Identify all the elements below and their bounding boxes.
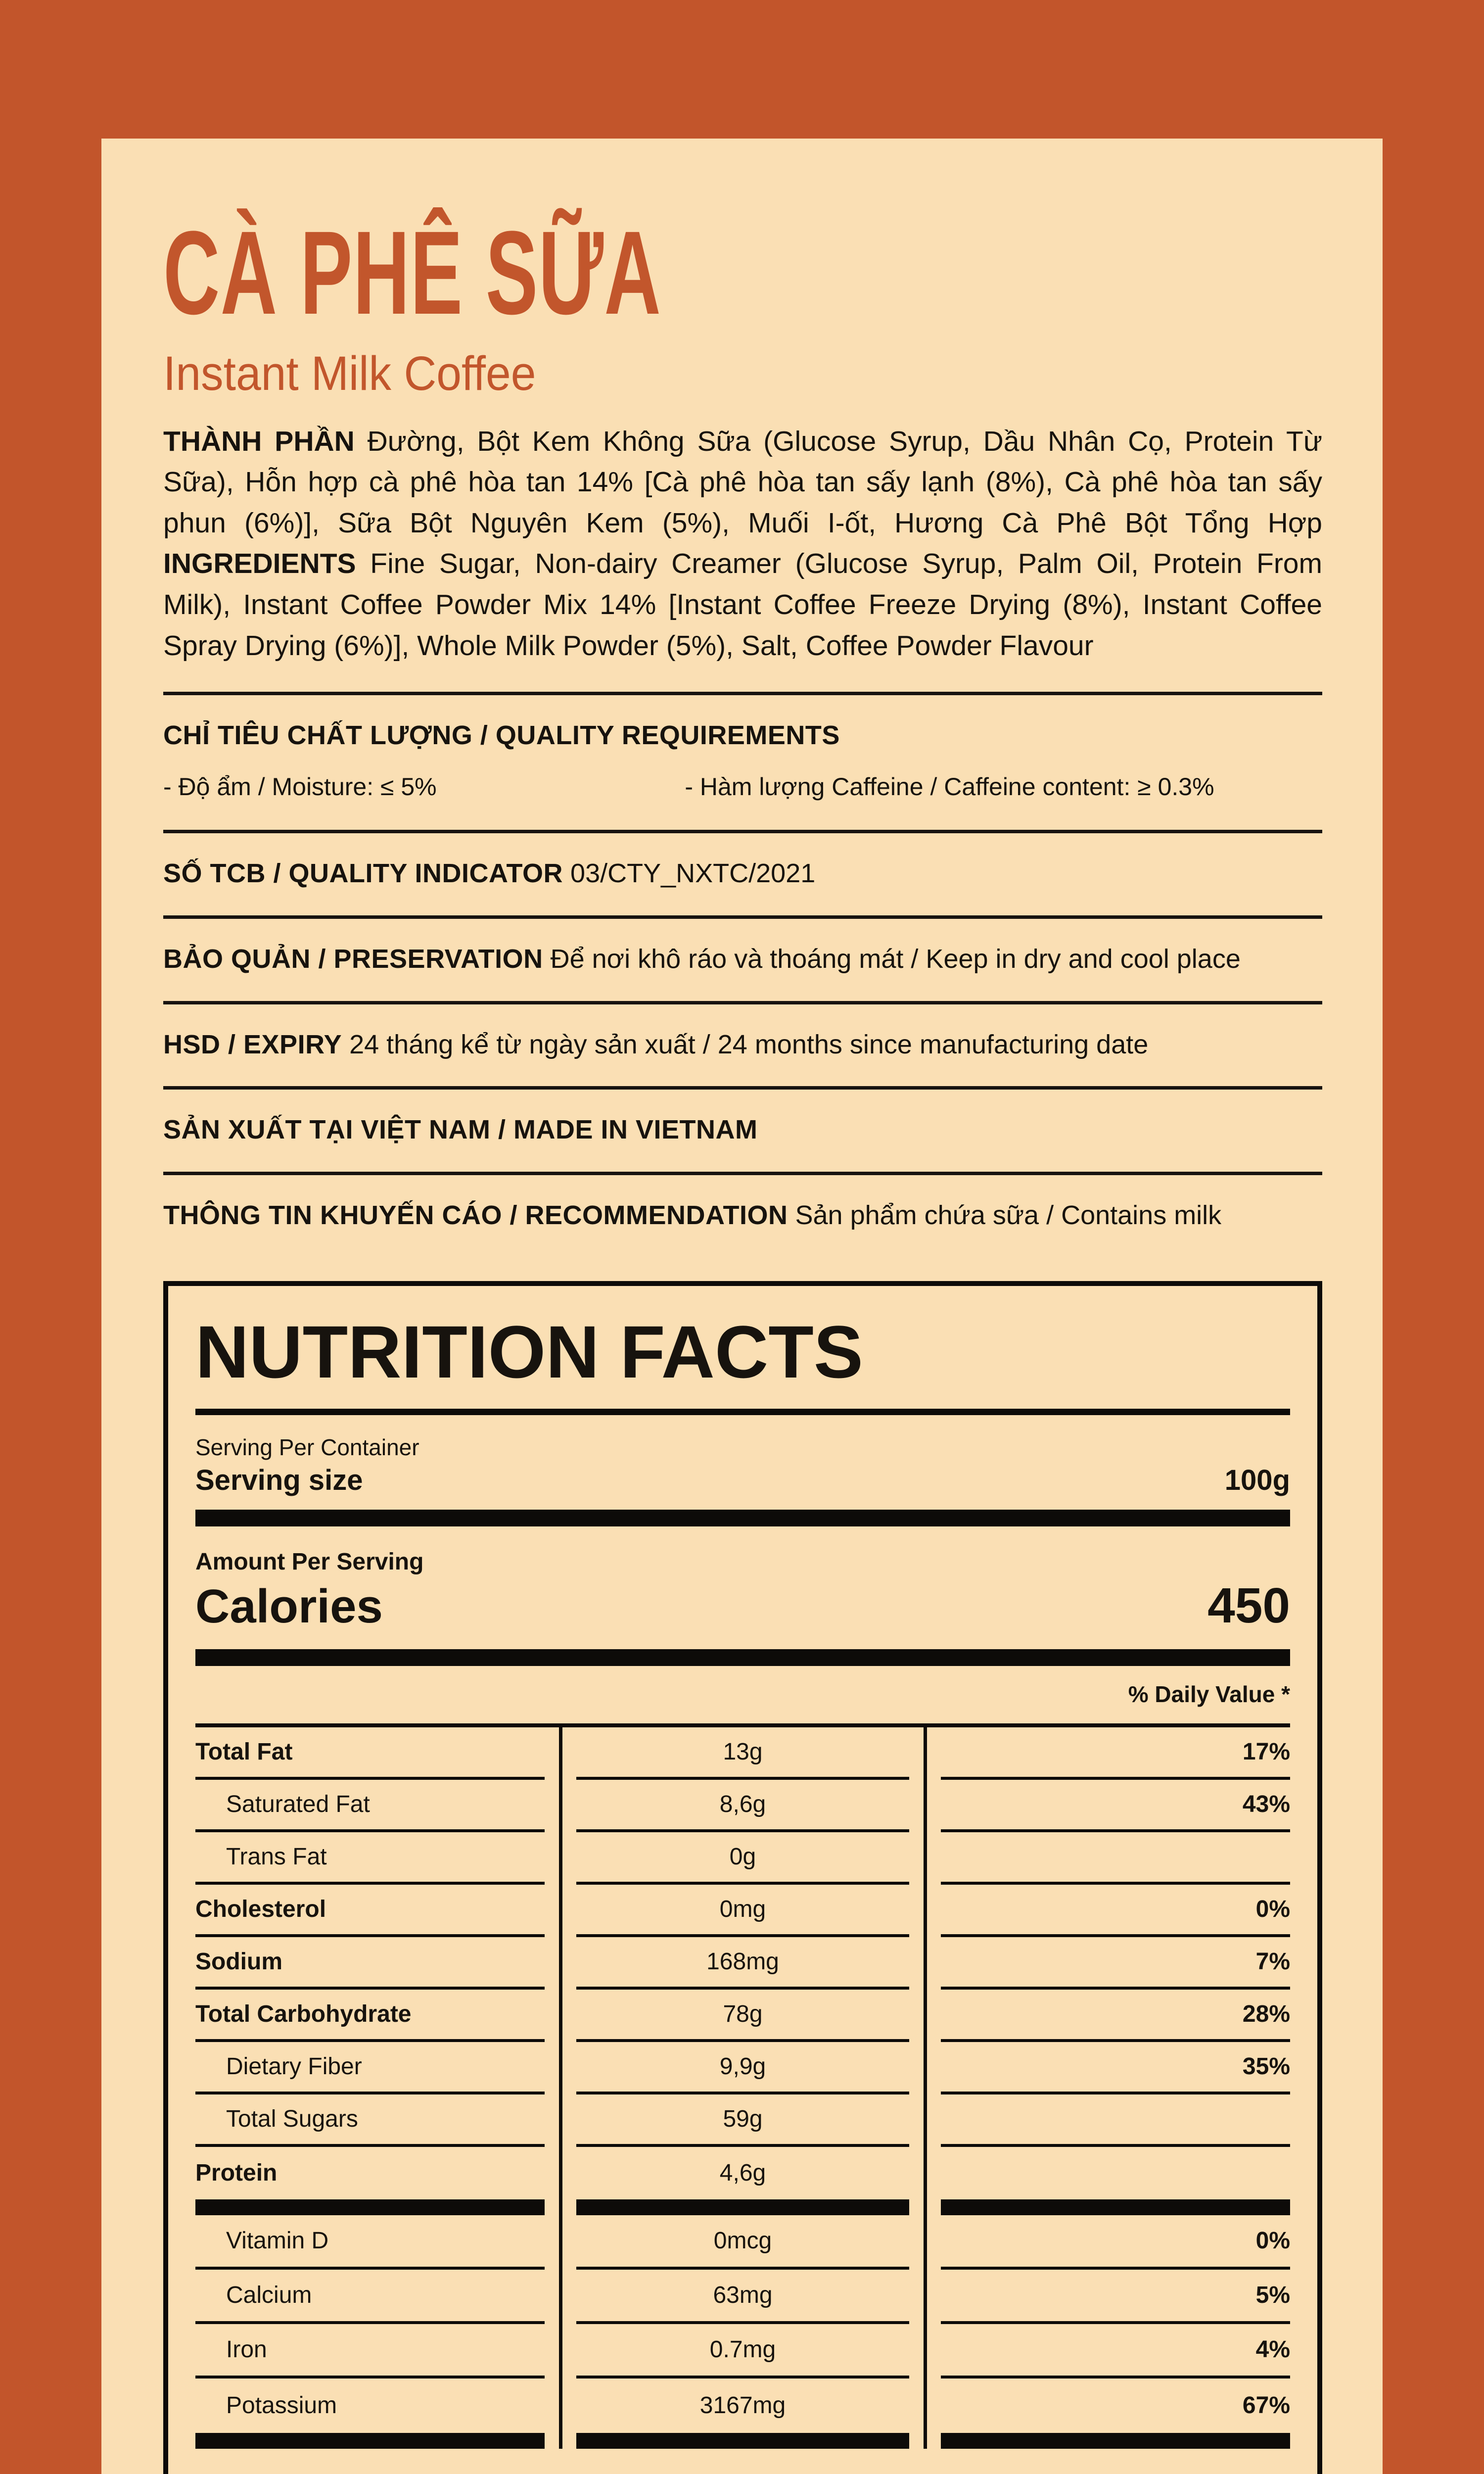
table-row: Iron 0.7mg 4% bbox=[195, 2324, 1290, 2379]
preservation-value: Để nơi khô ráo và thoáng mát / Keep in d… bbox=[550, 944, 1241, 974]
ingredients-text-vi: Đường, Bột Kem Không Sữa (Glucose Syrup,… bbox=[163, 425, 1322, 539]
quality-indicator-value: 03/CTY_NXTC/2021 bbox=[570, 858, 816, 889]
table-row: Calcium 63mg 5% bbox=[195, 2270, 1290, 2324]
table-row: Dietary Fiber 9,9g 35% bbox=[195, 2042, 1290, 2094]
thick-bar-row bbox=[195, 2432, 1290, 2449]
product-subtitle: Instant Milk Coffee bbox=[163, 346, 536, 400]
quality-items: - Độ ẩm / Moisture: ≤ 5% - Hàm lượng Caf… bbox=[163, 772, 1322, 804]
moisture-spec: - Độ ẩm / Moisture: ≤ 5% bbox=[163, 773, 437, 801]
amount-per-serving: Amount Per Serving bbox=[195, 1548, 424, 1575]
table-row: Saturated Fat 8,6g 43% bbox=[195, 1780, 1290, 1832]
divider bbox=[195, 1408, 1290, 1415]
table-row: Total Fat 13g 17% bbox=[195, 1727, 1290, 1780]
nutrition-facts-box: NUTRITION FACTS Serving Per Container Se… bbox=[163, 1281, 1322, 2474]
thick-bar bbox=[195, 1509, 1290, 1526]
daily-value-header: % Daily Value * bbox=[1128, 1681, 1290, 1707]
table-row: Trans Fat 0g bbox=[195, 1832, 1290, 1885]
divider bbox=[163, 830, 1322, 834]
recommendation-value: Sản phẩm chứa sữa / Contains milk bbox=[795, 1200, 1222, 1230]
divider bbox=[163, 692, 1322, 696]
table-row: Potassium 3167mg 67% bbox=[226, 2392, 1290, 2419]
table-row: Total Carbohydrate 78g 28% bbox=[195, 1990, 1290, 2042]
ingredients-label-en: INGREDIENTS bbox=[163, 548, 356, 580]
caffeine-spec: - Hàm lượng Caffeine / Caffeine content:… bbox=[685, 773, 1214, 801]
table-row: Protein 4,6g bbox=[195, 2160, 766, 2187]
origin-section: SẢN XUẤT TẠI VIỆT NAM / MADE IN VIETNAM bbox=[163, 1115, 758, 1145]
ingredients-label-vi: THÀNH PHẦN bbox=[163, 425, 355, 457]
serving-size-row: Serving size 100g bbox=[195, 1464, 1290, 1497]
thick-bar-row bbox=[195, 2199, 1290, 2215]
table-row: Sodium 168mg 7% bbox=[195, 1937, 1290, 1990]
quality-section-heading: CHỈ TIÊU CHẤT LƯỢNG / QUALITY REQUIREMEN… bbox=[163, 720, 840, 751]
expiry-section: HSD / EXPIRY 24 tháng kể từ ngày sản xuấ… bbox=[163, 1029, 1149, 1059]
recommendation-section: THÔNG TIN KHUYẾN CÁO / RECOMMENDATION Sả… bbox=[163, 1200, 1222, 1230]
calories-row: Calories 450 bbox=[195, 1577, 1290, 1634]
product-title: CÀ PHÊ SỮA bbox=[163, 206, 662, 339]
serving-size-value: 100g bbox=[1224, 1464, 1290, 1496]
divider bbox=[163, 1171, 1322, 1175]
table-row: Vitamin D 0mcg 0% bbox=[195, 2215, 1290, 2270]
serving-size-label: Serving size bbox=[195, 1464, 363, 1496]
divider bbox=[163, 1086, 1322, 1090]
label-panel: CÀ PHÊ SỮA Instant Milk Coffee THÀNH PHẦ… bbox=[101, 139, 1383, 2474]
ingredients-paragraph: THÀNH PHẦN Đường, Bột Kem Không Sữa (Glu… bbox=[163, 421, 1322, 666]
thick-bar bbox=[195, 1649, 1290, 1666]
calories-value: 450 bbox=[1207, 1577, 1290, 1633]
column-divider bbox=[558, 1727, 562, 2449]
table-top-rule bbox=[195, 1723, 1290, 1727]
divider bbox=[163, 915, 1322, 919]
serving-per-container: Serving Per Container bbox=[195, 1434, 419, 1460]
table-row: Total Sugars 59g bbox=[195, 2094, 1290, 2147]
expiry-value: 24 tháng kể từ ngày sản xuất / 24 months… bbox=[349, 1029, 1149, 1059]
nutrient-table: Total Fat 13g 17% Saturated Fat 8,6g 43%… bbox=[195, 1723, 1290, 2449]
calories-label: Calories bbox=[195, 1579, 383, 1633]
divider bbox=[163, 1000, 1322, 1004]
quality-indicator-section: SỐ TCB / QUALITY INDICATOR 03/CTY_NXTC/2… bbox=[163, 858, 816, 889]
table-row: Cholesterol 0mg 0% bbox=[195, 1885, 1290, 1937]
ingredients-text-en: Fine Sugar, Non-dairy Creamer (Glucose S… bbox=[163, 548, 1322, 662]
nutrition-facts-title: NUTRITION FACTS bbox=[195, 1310, 863, 1393]
preservation-section: BẢO QUẢN / PRESERVATION Để nơi khô ráo v… bbox=[163, 944, 1241, 974]
column-divider bbox=[924, 1727, 928, 2449]
